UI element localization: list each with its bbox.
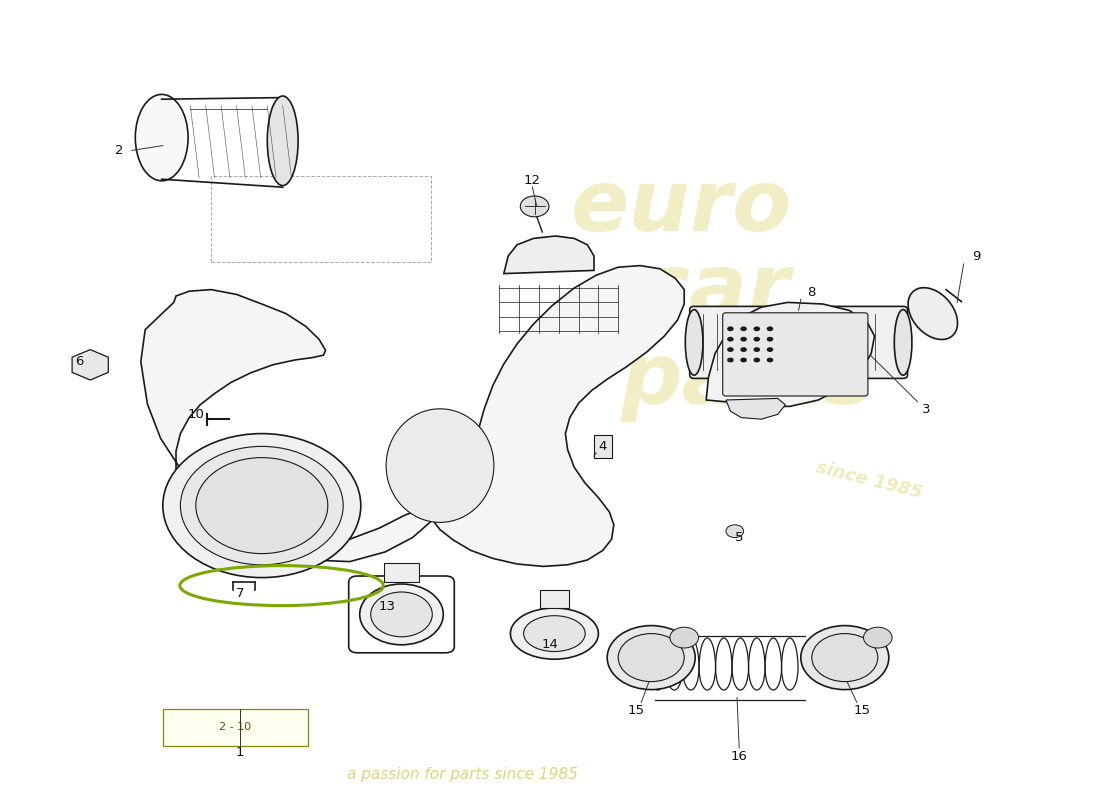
Text: 12: 12 [524,174,541,187]
Ellipse shape [267,96,298,186]
Circle shape [767,358,773,362]
Text: 2 - 10: 2 - 10 [219,722,252,732]
Circle shape [740,337,747,342]
Circle shape [754,326,760,331]
Bar [540,590,569,608]
Circle shape [740,358,747,362]
Text: 6: 6 [75,355,84,368]
Circle shape [727,358,734,362]
Polygon shape [726,398,785,419]
Circle shape [740,326,747,331]
Text: 2: 2 [114,144,123,157]
Text: 7: 7 [235,587,244,600]
Circle shape [726,525,744,538]
Text: 10: 10 [187,408,205,421]
Text: a passion for parts since 1985: a passion for parts since 1985 [346,767,578,782]
Circle shape [727,337,734,342]
Text: since 1985: since 1985 [814,458,924,502]
Ellipse shape [909,288,957,339]
Ellipse shape [524,616,585,651]
Ellipse shape [894,310,912,375]
Text: 1: 1 [235,746,244,758]
Bar [594,435,612,458]
Text: 4: 4 [598,440,607,453]
Ellipse shape [510,608,598,659]
Circle shape [520,196,549,217]
Text: 16: 16 [730,750,748,762]
Text: 9: 9 [972,250,981,262]
Ellipse shape [135,94,188,181]
Text: parts: parts [620,338,876,422]
Circle shape [360,584,443,645]
Polygon shape [504,236,594,274]
Circle shape [767,347,773,352]
Text: 15: 15 [854,704,871,717]
Ellipse shape [685,310,703,375]
Circle shape [754,347,760,352]
FancyBboxPatch shape [690,306,908,378]
Circle shape [196,458,328,554]
Circle shape [670,627,698,648]
Text: 5: 5 [735,531,744,544]
Text: 14: 14 [541,638,559,650]
Circle shape [727,326,734,331]
Bar [211,176,431,262]
Circle shape [864,627,892,648]
Circle shape [163,434,361,578]
Circle shape [371,592,432,637]
FancyBboxPatch shape [723,313,868,396]
Circle shape [740,347,747,352]
Text: 8: 8 [807,286,816,299]
Circle shape [727,347,734,352]
Text: euro: euro [571,166,793,250]
Bar [163,709,308,746]
Bar [384,563,419,582]
Circle shape [812,634,878,682]
Circle shape [801,626,889,690]
Circle shape [754,358,760,362]
Polygon shape [706,302,875,406]
Ellipse shape [386,409,494,522]
Circle shape [618,634,684,682]
Text: 13: 13 [378,600,396,613]
Circle shape [180,446,343,565]
Circle shape [767,337,773,342]
Text: 15: 15 [627,704,645,717]
Text: 3: 3 [922,403,931,416]
Polygon shape [141,266,684,566]
Circle shape [767,326,773,331]
Circle shape [754,337,760,342]
Circle shape [607,626,695,690]
Text: car: car [639,250,791,334]
